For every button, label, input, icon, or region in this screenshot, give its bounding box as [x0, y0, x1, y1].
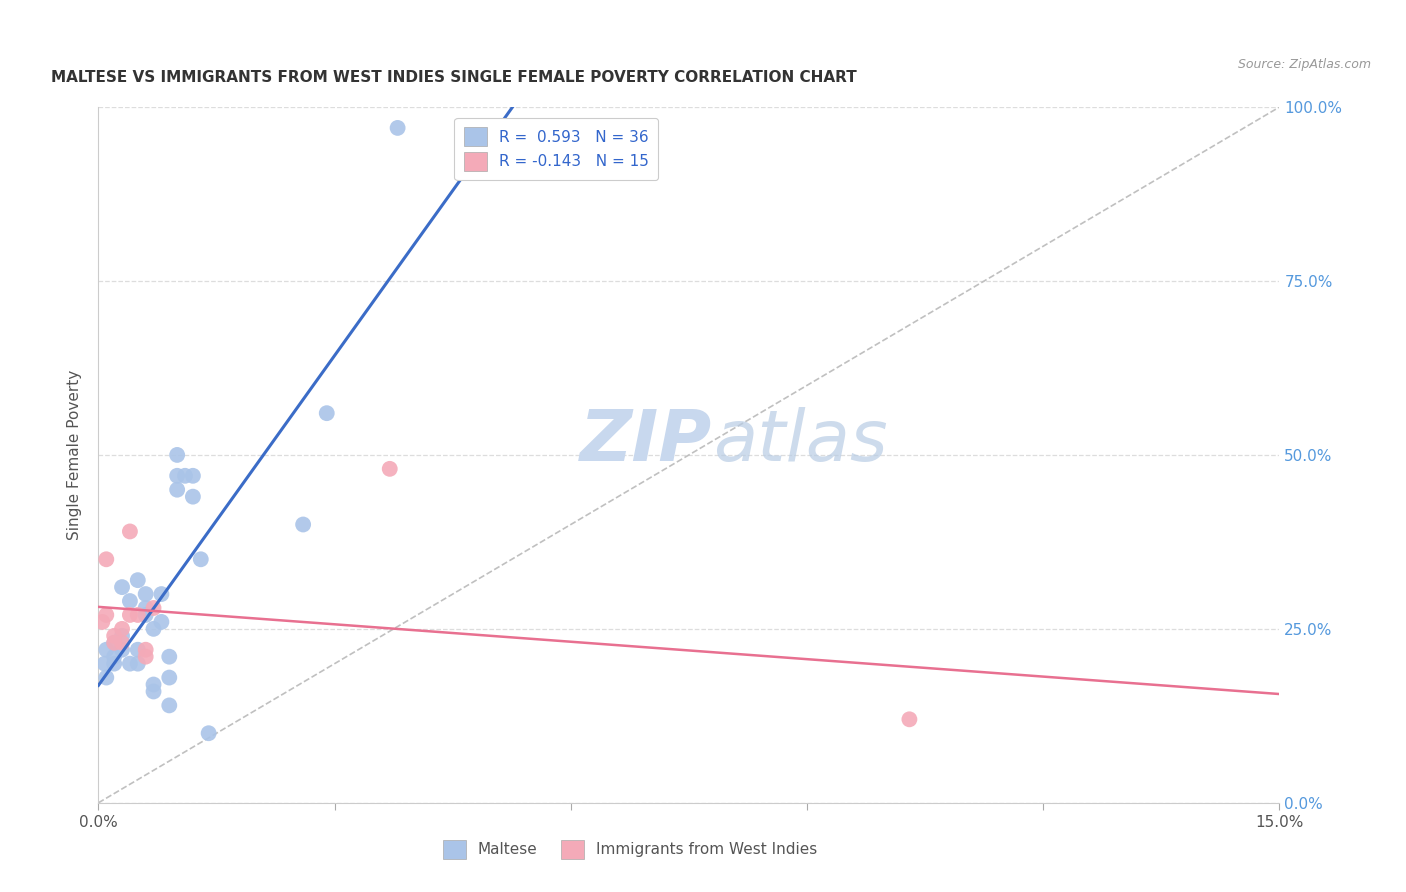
- Point: [174, 468, 197, 483]
- Legend: Maltese, Immigrants from West Indies: Maltese, Immigrants from West Indies: [437, 834, 823, 864]
- Point: [103, 629, 125, 643]
- Text: MALTESE VS IMMIGRANTS FROM WEST INDIES SINGLE FEMALE POVERTY CORRELATION CHART: MALTESE VS IMMIGRANTS FROM WEST INDIES S…: [51, 70, 856, 85]
- Point: [181, 468, 204, 483]
- Point: [111, 642, 134, 657]
- Text: Source: ZipAtlas.com: Source: ZipAtlas.com: [1237, 58, 1371, 71]
- Point: [166, 468, 188, 483]
- Point: [103, 636, 125, 650]
- Point: [135, 649, 157, 664]
- Point: [91, 615, 114, 629]
- Point: [135, 601, 157, 615]
- Point: [157, 649, 180, 664]
- Point: [103, 649, 125, 664]
- Point: [96, 642, 118, 657]
- Point: [111, 580, 134, 594]
- Point: [166, 448, 188, 462]
- Point: [96, 671, 118, 685]
- Point: [166, 483, 188, 497]
- Point: [197, 726, 219, 740]
- Point: [127, 642, 149, 657]
- Point: [387, 120, 409, 135]
- Point: [150, 587, 173, 601]
- Point: [150, 615, 173, 629]
- Point: [96, 607, 118, 622]
- Point: [190, 552, 212, 566]
- Text: ZIP: ZIP: [581, 407, 713, 475]
- Point: [142, 677, 165, 691]
- Point: [127, 657, 149, 671]
- Point: [111, 629, 134, 643]
- Point: [157, 671, 180, 685]
- Point: [135, 587, 157, 601]
- Point: [142, 622, 165, 636]
- Point: [157, 698, 180, 713]
- Point: [93, 657, 115, 671]
- Point: [111, 636, 134, 650]
- Point: [315, 406, 337, 420]
- Point: [103, 636, 125, 650]
- Point: [142, 601, 165, 615]
- Point: [118, 524, 141, 539]
- Point: [135, 642, 157, 657]
- Point: [118, 607, 141, 622]
- Point: [96, 552, 118, 566]
- Point: [118, 594, 141, 608]
- Point: [127, 573, 149, 587]
- Point: [103, 657, 125, 671]
- Y-axis label: Single Female Poverty: Single Female Poverty: [67, 370, 83, 540]
- Point: [181, 490, 204, 504]
- Point: [142, 684, 165, 698]
- Point: [111, 622, 134, 636]
- Text: atlas: atlas: [713, 407, 887, 475]
- Point: [378, 462, 401, 476]
- Point: [118, 657, 141, 671]
- Point: [898, 712, 921, 726]
- Point: [135, 607, 157, 622]
- Point: [292, 517, 315, 532]
- Point: [127, 607, 149, 622]
